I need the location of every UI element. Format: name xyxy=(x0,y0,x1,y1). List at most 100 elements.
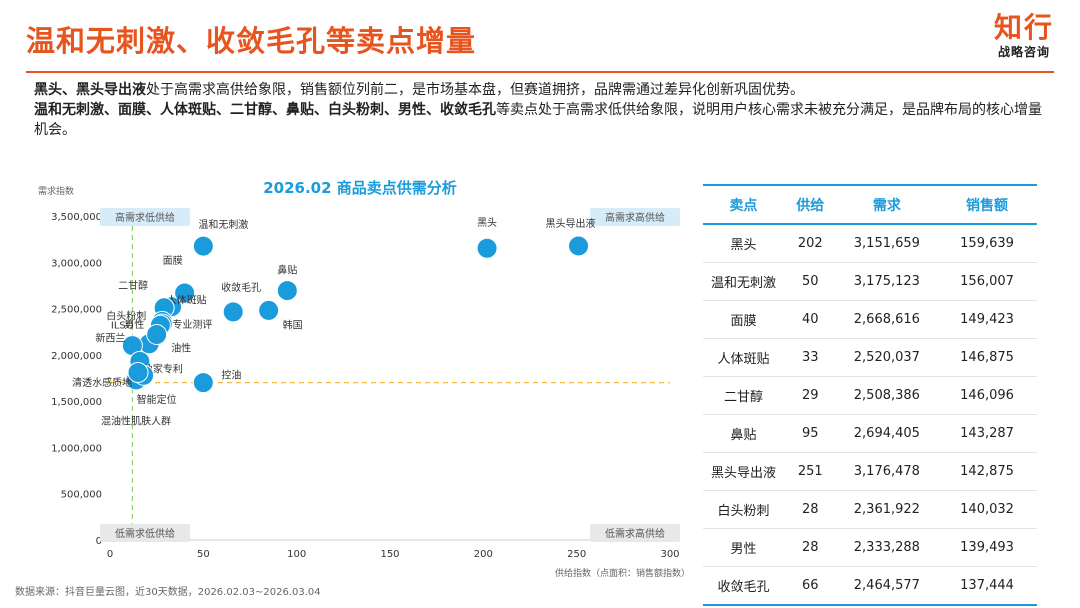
scatter-chart: 2026.02 商品卖点供需分析 需求指数 供给指数（点面积：销售额指数） 0 500,… xyxy=(0,160,700,590)
bubble-label: 白头粉刺 xyxy=(106,309,146,322)
table-cell: 3,175,123 xyxy=(836,262,938,301)
table-cell: 白头粉刺 xyxy=(703,490,784,529)
table-cell: 202 xyxy=(783,224,837,263)
table-cell: 142,875 xyxy=(937,452,1037,491)
quadrant-badge-high_demand_low_supply xyxy=(100,208,190,226)
table-header: 卖点 xyxy=(703,184,784,225)
bubble-point xyxy=(192,372,214,394)
bubble-label: 温和无刺激 xyxy=(198,218,248,231)
summary-line-2: 温和无刺激、面膜、人体斑贴、二甘醇、鼻贴、白头粉刺、男性、收敛毛孔等卖点处于高需… xyxy=(34,100,1054,140)
quadrant-badge-low_demand_high_supply xyxy=(590,524,680,542)
brand-main: 知行 xyxy=(993,11,1054,44)
quadrant-badge-high_demand_high_supply xyxy=(590,208,680,226)
summary-line-1: 黑头、黑头导出液处于高需求高供给象限，销售额位列前二，是市场基本盘，但赛道拥挤，… xyxy=(34,80,1054,100)
table-cell: 3,151,659 xyxy=(836,224,938,263)
bubble-label: 收敛毛孔 xyxy=(221,281,261,294)
bubble-label: 鼻贴 xyxy=(277,264,297,277)
table-cell: 二甘醇 xyxy=(703,376,784,415)
table-cell: 40 xyxy=(783,300,837,339)
table-header: 销售额 xyxy=(937,184,1037,225)
y-tick-label: 500,000 xyxy=(61,490,102,501)
table-cell: 黑头 xyxy=(703,224,784,263)
bubble-label: 清透水感质地 xyxy=(72,376,132,389)
y-tick-label: 3,000,000 xyxy=(51,258,102,269)
y-tick-label: 3,500,000 xyxy=(51,212,102,223)
x-tick-label: 150 xyxy=(380,549,399,560)
table-row: 收敛毛孔 66 2,464,577 137,444 xyxy=(703,566,1037,606)
chart-title: 2026.02 商品卖点供需分析 xyxy=(263,179,457,197)
table-cell: 2,508,386 xyxy=(836,376,938,415)
x-tick-label: 50 xyxy=(197,549,210,560)
table-row: 二甘醇 29 2,508,386 146,096 xyxy=(703,376,1037,415)
bubble-point xyxy=(192,235,214,257)
table-row: 黑头 202 3,151,659 159,639 xyxy=(703,224,1037,263)
table-cell: 2,668,616 xyxy=(836,300,938,339)
quadrant-badge-low_demand_low_supply xyxy=(100,524,190,542)
table-row: 面膜 40 2,668,616 149,423 xyxy=(703,300,1037,339)
bubble-label: 韩国 xyxy=(283,318,303,331)
bubble-point xyxy=(127,361,149,383)
table-cell: 收敛毛孔 xyxy=(703,566,784,606)
table-cell: 251 xyxy=(783,452,837,491)
table-row: 温和无刺激 50 3,175,123 156,007 xyxy=(703,262,1037,301)
bubble-label: 人体斑贴 xyxy=(167,294,207,307)
brand-logo: 知行 战略咨询 xyxy=(994,12,1054,60)
table-cell: 温和无刺激 xyxy=(703,262,784,301)
table-cell: 50 xyxy=(783,262,837,301)
table-header-row: 卖点 供给 需求 销售额 xyxy=(703,184,1037,225)
quadrant-label: 低需求低供给 xyxy=(115,527,175,540)
bubble-point xyxy=(476,237,498,259)
table-cell: 143,287 xyxy=(937,414,1037,453)
y-tick-label: 1,000,000 xyxy=(51,443,102,454)
summary-line-2-highlight: 温和无刺激、面膜、人体斑贴、二甘醇、鼻贴、白头粉刺、男性、收敛毛孔 xyxy=(34,102,496,118)
quadrant-label: 高需求低供给 xyxy=(115,211,175,224)
bubble-label: 控油 xyxy=(221,369,241,382)
table-cell: 28 xyxy=(783,528,837,567)
summary-line-1-highlight: 黑头、黑头导出液 xyxy=(34,82,146,98)
table-cell: 2,361,922 xyxy=(836,490,938,529)
table-cell: 男性 xyxy=(703,528,784,567)
summary-text: 黑头、黑头导出液处于高需求高供给象限，销售额位列前二，是市场基本盘，但赛道拥挤，… xyxy=(34,80,1054,140)
table-cell: 鼻贴 xyxy=(703,414,784,453)
table-cell: 黑头导出液 xyxy=(703,452,784,491)
bubble-label: 二甘醇 xyxy=(118,279,148,292)
x-tick-label: 300 xyxy=(660,549,679,560)
bubble-label: 油性 xyxy=(171,342,191,355)
table-row: 鼻贴 95 2,694,405 143,287 xyxy=(703,414,1037,453)
table-cell: 146,096 xyxy=(937,376,1037,415)
table-cell: 29 xyxy=(783,376,837,415)
bubble-label: 混油性肌肤人群 xyxy=(101,414,171,427)
table-cell: 156,007 xyxy=(937,262,1037,301)
table-cell: 159,639 xyxy=(937,224,1037,263)
x-tick-label: 200 xyxy=(474,549,493,560)
brand-sub: 战略咨询 xyxy=(997,45,1050,59)
table-cell: 146,875 xyxy=(937,338,1037,377)
bubble-label: 智能定位 xyxy=(137,393,177,406)
bubble-point xyxy=(174,282,196,304)
table-row: 人体斑贴 33 2,520,037 146,875 xyxy=(703,338,1037,377)
x-tick-label: 100 xyxy=(287,549,306,560)
table-cell: 137,444 xyxy=(937,566,1037,606)
y-tick-label: 2,500,000 xyxy=(51,305,102,316)
summary-line-2-body: 等卖点处于高需求低供给象限，说明用户核心需求未被充分满足，是品牌布局的核心增量机… xyxy=(34,102,1042,138)
table-row: 黑头导出液 251 3,176,478 142,875 xyxy=(703,452,1037,491)
table-cell: 33 xyxy=(783,338,837,377)
bubble-point xyxy=(276,280,298,302)
x-axis-label: 供给指数（点面积：销售额指数） xyxy=(555,567,690,579)
table-cell: 95 xyxy=(783,414,837,453)
table-cell: 2,464,577 xyxy=(836,566,938,606)
bubble-label: 男性 xyxy=(124,318,144,331)
bubble-point xyxy=(146,323,168,345)
y-tick-label: 2,000,000 xyxy=(51,351,102,362)
y-tick-label: 1,500,000 xyxy=(51,397,102,408)
bubble-label: 新西兰 xyxy=(95,332,125,345)
bubble-label: 黑头 xyxy=(477,217,497,229)
bubble-point xyxy=(258,299,280,321)
table-cell: 28 xyxy=(783,490,837,529)
table-cell: 139,493 xyxy=(937,528,1037,567)
x-tick-label: 0 xyxy=(107,549,113,560)
quadrant-label: 低需求高供给 xyxy=(605,527,665,540)
table-cell: 面膜 xyxy=(703,300,784,339)
table-header: 供给 xyxy=(783,184,837,225)
